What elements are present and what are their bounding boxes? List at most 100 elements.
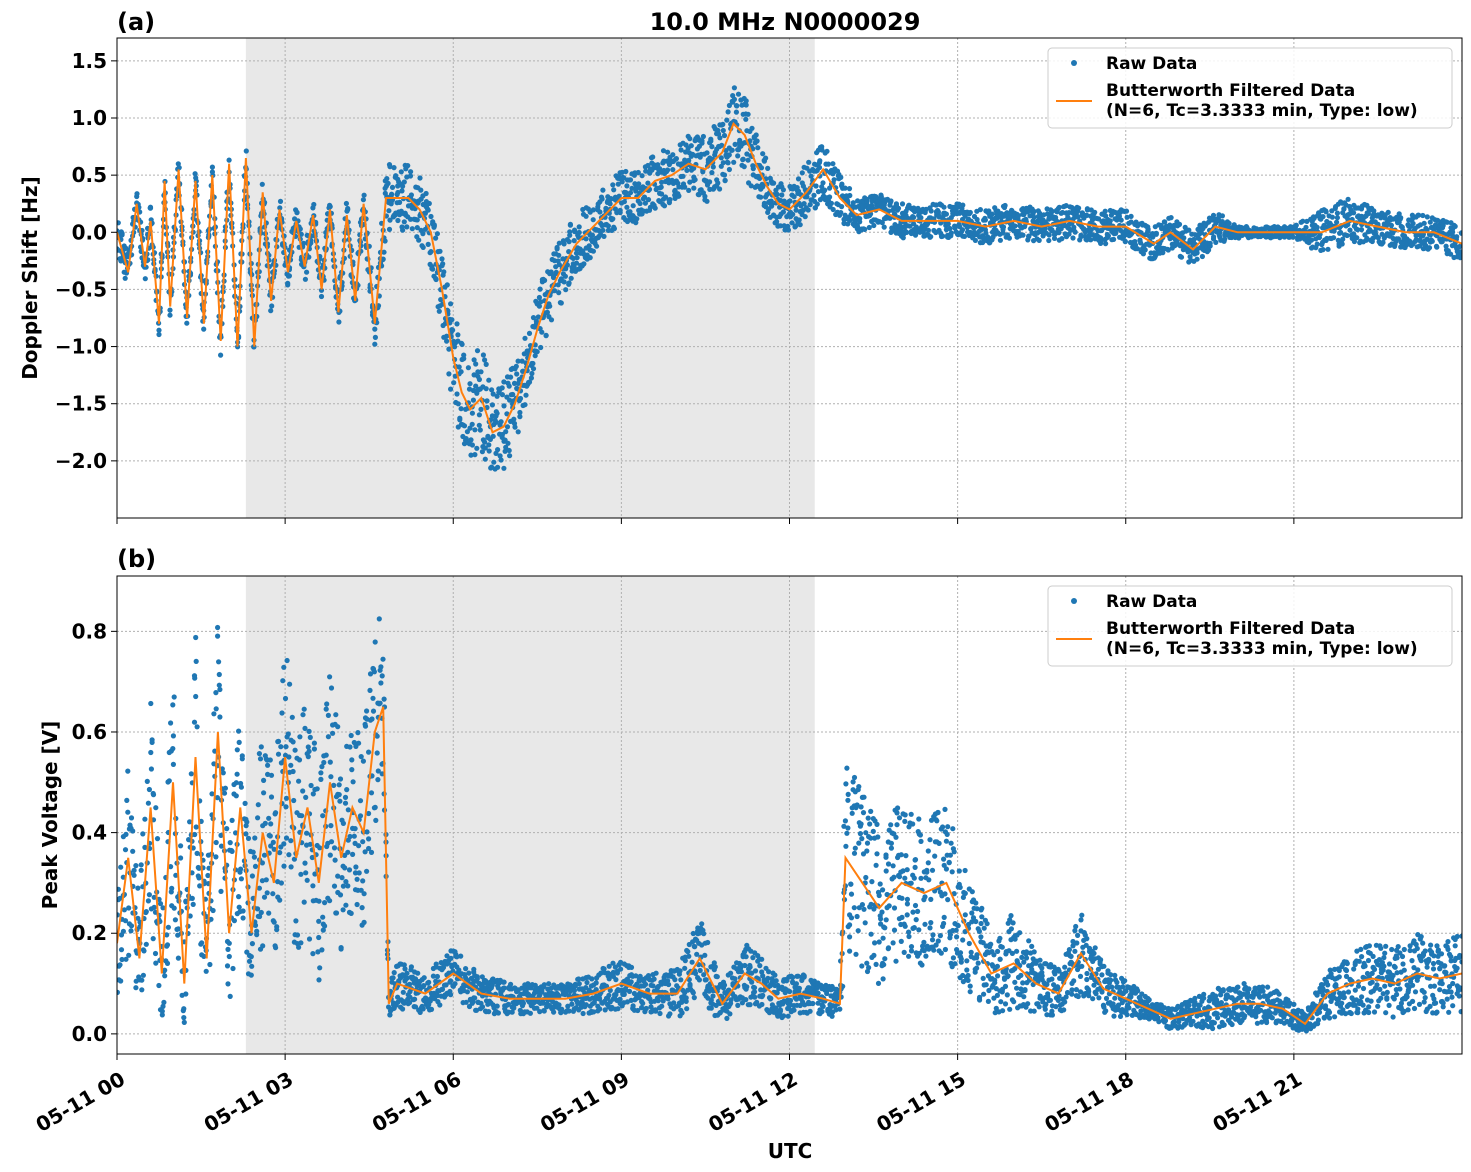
panel-b-raw-data-point: [643, 1005, 649, 1012]
panel-a-raw-data-point: [235, 344, 241, 350]
panel-a-raw-data-point: [1329, 214, 1335, 220]
panel-b-raw-data-point: [187, 913, 193, 919]
panel-b-raw-data-point: [125, 768, 131, 774]
panel-b-raw-data-point: [356, 870, 362, 876]
panel-a-raw-data-point: [747, 138, 753, 144]
panel-a-y-tick-label: 1.5: [72, 49, 107, 73]
panel-a-raw-data-point: [600, 187, 606, 193]
panel-b-raw-data-point: [286, 852, 292, 858]
panel-b-raw-data-point: [271, 846, 277, 852]
panel-a-raw-data-point: [464, 429, 470, 435]
panel-b-raw-data-point: [197, 883, 203, 889]
panel-a-raw-data-point: [660, 148, 667, 154]
panel-a-raw-data-point: [847, 192, 853, 199]
figure-title: 10.0 MHz N0000029: [650, 8, 921, 36]
panel-a-raw-data-point: [428, 213, 434, 220]
panel-a-raw-data-point: [1105, 233, 1111, 239]
panel-a-raw-data-point: [599, 196, 605, 202]
panel-a-raw-data-point: [439, 256, 445, 262]
panel-b-raw-data-point: [381, 696, 387, 702]
panel-a-raw-data-point: [1358, 227, 1365, 233]
panel-b-raw-data-point: [162, 973, 168, 979]
panel-b-raw-data-point: [117, 886, 121, 892]
panel-b-raw-data-point: [166, 778, 172, 784]
panel-b-raw-data-point: [268, 794, 275, 800]
panel-a-raw-data-point: [538, 299, 544, 305]
panel-b-raw-data-point: [148, 766, 154, 772]
panel-b-raw-data-point: [446, 970, 452, 976]
panel-a-raw-data-point: [1134, 246, 1141, 252]
panel-b-raw-data-point: [213, 839, 219, 846]
panel-b-raw-data-point: [183, 899, 189, 905]
panel-a-raw-data-point: [571, 238, 577, 244]
panel-a-raw-data-point: [269, 303, 275, 309]
panel-b-raw-data-point: [218, 843, 225, 849]
panel-a-raw-data-point: [1334, 219, 1340, 225]
panel-b-raw-data-point: [339, 875, 345, 881]
panel-a-raw-data-point: [725, 109, 731, 115]
panel-a-raw-data-point: [1122, 238, 1128, 244]
panel-a-raw-data-point: [1344, 232, 1350, 239]
panel-a-raw-data-point: [811, 192, 817, 198]
panel-b-raw-data-point: [421, 975, 427, 981]
panel-a-raw-data-point: [567, 229, 573, 235]
panel-a-raw-data-point: [745, 157, 751, 163]
panel-a-raw-data-point: [1092, 209, 1098, 215]
panel-b-raw-data-point: [294, 932, 301, 938]
panel-b-raw-data-point: [370, 708, 377, 714]
panel-b-raw-data-point: [278, 744, 284, 750]
panel-b-raw-data-point: [322, 900, 328, 906]
panel-b-raw-data-point: [345, 849, 351, 855]
panel-b-raw-data-point: [257, 913, 263, 920]
panel-b-raw-data-point: [696, 977, 703, 983]
panel-b-raw-data-point: [299, 813, 305, 819]
panel-b-raw-data-point: [593, 980, 599, 986]
panel-b-raw-data-point: [236, 739, 242, 746]
panel-b-raw-data-point: [390, 975, 396, 981]
panel-b-raw-data-point: [275, 738, 282, 745]
panel-a-raw-data-point: [771, 180, 777, 186]
panel-b-raw-data-point: [306, 936, 313, 942]
panel-b-raw-data-point: [281, 841, 287, 847]
panel-b-raw-data-point: [420, 1006, 426, 1012]
panel-a-raw-data-point: [624, 183, 630, 189]
panel-a-raw-data-point: [787, 198, 793, 204]
panel-b-raw-data-point: [199, 940, 205, 946]
panel-a-raw-data-point: [478, 369, 484, 375]
panel-a-raw-data-point: [501, 379, 507, 385]
panel-a-raw-data-point: [489, 402, 495, 408]
panel-b-raw-data-point: [501, 985, 507, 991]
panel-b-raw-data-point: [444, 953, 450, 959]
panel-a-raw-data-point: [715, 180, 721, 186]
panel-b-raw-data-point: [283, 744, 289, 750]
panel-a-raw-data-point: [405, 163, 411, 169]
panel-a-raw-data-point: [1160, 250, 1166, 256]
panel-a-raw-data-point: [822, 187, 828, 193]
panel-b-raw-data-point: [210, 907, 216, 914]
panel-a-raw-data-point: [722, 178, 728, 184]
panel-a-raw-data-point: [972, 237, 979, 243]
panel-b-raw-data-point: [252, 835, 258, 841]
panel-a-raw-data-point: [512, 424, 518, 430]
panel-a-raw-data-point: [1026, 234, 1032, 240]
panel-a-raw-data-point: [318, 287, 325, 293]
panel-b-raw-data-point: [366, 836, 372, 842]
panel-a-legend-filtered-params: (N=6, Tc=3.3333 min, Type: low): [1106, 101, 1418, 121]
panel-a-raw-data-point: [398, 169, 404, 175]
panel-a-raw-data-point: [468, 437, 474, 443]
panel-b-raw-data-point: [288, 762, 294, 768]
panel-b-raw-data-point: [130, 848, 136, 854]
panel-b-raw-data-point: [311, 746, 317, 752]
panel-a-raw-data-point: [806, 159, 812, 165]
panel-a-raw-data-point: [734, 103, 740, 109]
panel-b-raw-data-point: [168, 864, 174, 870]
panel-a-raw-data-point: [526, 330, 533, 336]
panel-a-raw-data-point: [1410, 220, 1416, 227]
panel-b-raw-data-point: [266, 815, 272, 821]
panel-a-raw-data-point: [548, 317, 555, 323]
panel-b-raw-data-point: [152, 950, 159, 957]
panel-b-raw-data-point: [222, 785, 228, 791]
panel-b-raw-data-point: [404, 970, 410, 976]
panel-a-raw-data-point: [1345, 196, 1351, 202]
